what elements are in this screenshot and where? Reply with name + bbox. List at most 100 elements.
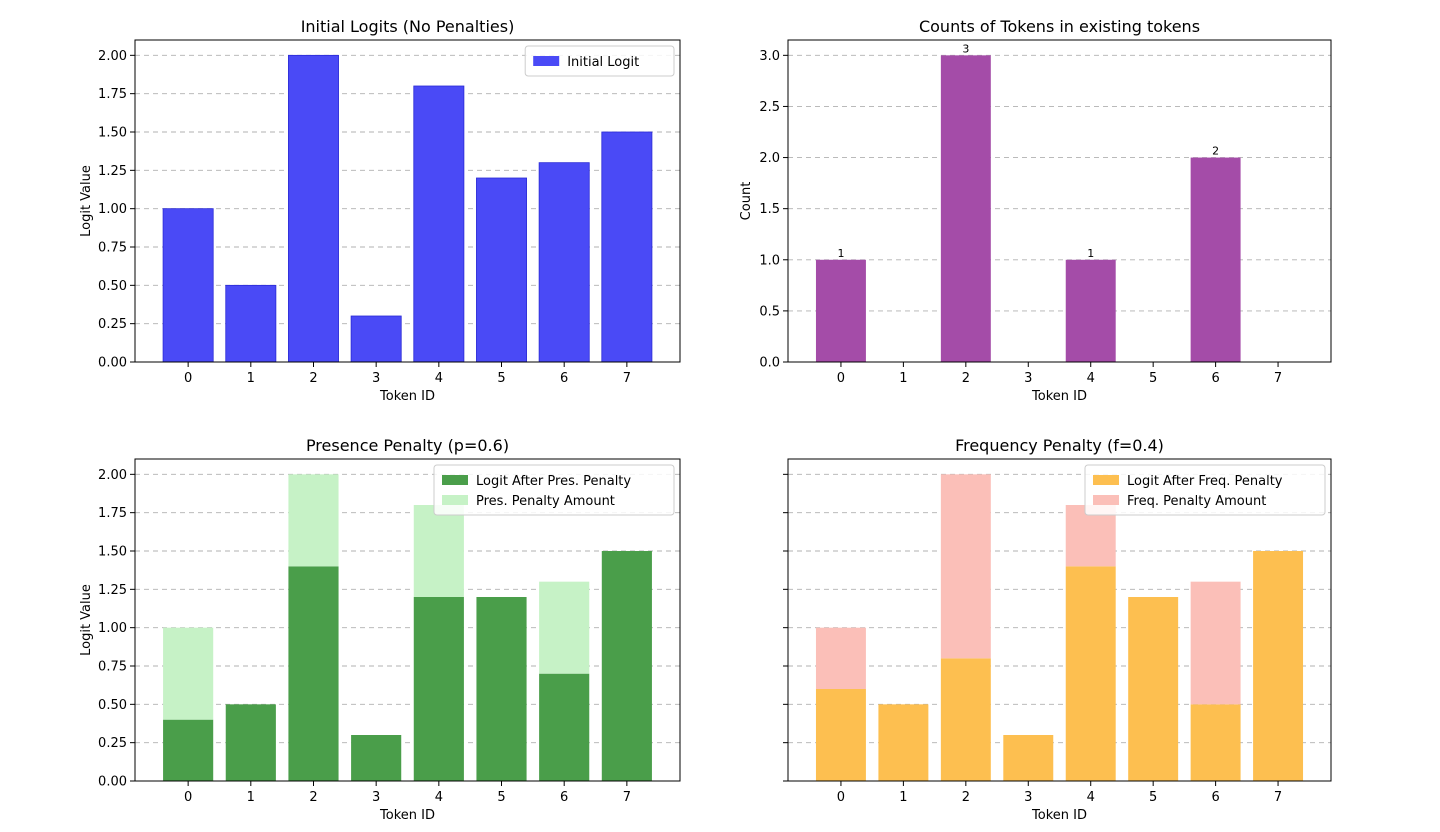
bar-series0-token-1 <box>225 704 276 781</box>
bar-series0-token-6 <box>1190 157 1241 362</box>
plot-frame <box>134 458 681 782</box>
x-axis-label: Token ID <box>379 389 435 404</box>
y-tick-label: 1.50 <box>98 126 127 141</box>
x-tick-label: 4 <box>1087 790 1095 805</box>
data-label: 3 <box>962 42 969 55</box>
y-tick-label: 0.25 <box>98 317 127 332</box>
y-tick-label: 2.5 <box>759 100 780 115</box>
y-tick-label: 0.50 <box>98 698 127 713</box>
legend-swatch <box>442 475 468 485</box>
y-tick-label: 2.00 <box>98 49 127 64</box>
bar-series0-token-3 <box>350 315 402 363</box>
bar-series0-token-4 <box>413 85 465 363</box>
x-axis-label: Token ID <box>379 808 435 823</box>
x-tick-label: 7 <box>623 371 631 386</box>
y-tick-label: 0.00 <box>98 356 127 371</box>
bar-series0-token-2 <box>940 55 991 362</box>
x-tick-label: 0 <box>837 790 845 805</box>
x-tick-label: 2 <box>309 371 317 386</box>
x-tick-label: 1 <box>247 790 255 805</box>
x-tick-label: 6 <box>560 371 568 386</box>
data-label: 1 <box>837 247 844 260</box>
bar-series0-token-7 <box>601 131 653 363</box>
chart-title: Presence Penalty (p=0.6) <box>306 436 509 455</box>
data-label: 2 <box>1212 145 1219 158</box>
legend-box <box>433 464 675 516</box>
bar-series1-token-2 <box>288 474 339 567</box>
x-tick-label: 5 <box>497 371 505 386</box>
legend: Logit After Freq. Penalty Freq. Penalty A… <box>1084 464 1326 516</box>
x-tick-label: 6 <box>560 790 568 805</box>
y-tick-label: 2.0 <box>759 151 780 166</box>
bar-series1-token-4 <box>413 505 464 597</box>
y-tick-label: 1.25 <box>98 583 127 598</box>
bar-series0-token-2 <box>940 658 991 781</box>
y-tick-label: 0.25 <box>98 736 127 751</box>
x-tick-label: 2 <box>962 790 970 805</box>
bar-series0-token-7 <box>1253 551 1304 781</box>
bar-series1-token-0 <box>815 627 866 689</box>
bar-series0-token-0 <box>162 208 214 363</box>
legend-swatch <box>1093 475 1119 485</box>
y-tick-label: 1.00 <box>98 202 127 217</box>
bar-series0-token-4 <box>413 597 464 781</box>
bar-series0-token-6 <box>538 162 590 363</box>
bar-series0-token-5 <box>476 177 527 363</box>
y-tick-label: 0.0 <box>759 356 780 371</box>
y-tick-label: 0.5 <box>759 304 780 319</box>
bar-series1-token-6 <box>1190 581 1241 705</box>
x-tick-label: 7 <box>1274 790 1282 805</box>
legend-entry: Initial Logit <box>567 55 639 70</box>
plot-frame <box>787 458 1332 782</box>
bar-series0-token-3 <box>1003 735 1054 781</box>
x-tick-label: 6 <box>1211 790 1219 805</box>
legend-swatch <box>442 495 468 505</box>
x-tick-label: 3 <box>372 371 380 386</box>
legend: Logit After Pres. Penalty Pres. Penalty A… <box>433 464 675 516</box>
x-tick-label: 3 <box>1024 371 1032 386</box>
legend-swatch <box>533 56 560 66</box>
bar-series0-token-5 <box>476 597 527 781</box>
bar-series0-token-0 <box>163 719 214 781</box>
y-tick-label: 0.00 <box>98 775 127 790</box>
y-tick-label: 0.75 <box>98 660 127 675</box>
plot-frame <box>134 39 681 363</box>
legend-box <box>1084 464 1326 516</box>
bar-series1-token-0 <box>163 627 214 720</box>
chart-title: Counts of Tokens in existing tokens <box>919 17 1200 36</box>
bar-series0-token-2 <box>288 566 339 781</box>
y-tick-label: 1.75 <box>98 87 127 102</box>
data-label: 1 <box>1087 247 1094 260</box>
bar-series0-token-6 <box>1190 704 1241 781</box>
legend-entry: Pres. Penalty Amount <box>476 494 615 509</box>
y-tick-label: 0.50 <box>98 279 127 294</box>
x-tick-label: 1 <box>247 371 255 386</box>
legend-box <box>524 45 675 77</box>
y-tick-label: 3.0 <box>759 49 780 64</box>
x-axis-label: Token ID <box>1031 389 1087 404</box>
x-tick-label: 1 <box>899 371 907 386</box>
y-tick-label: 1.25 <box>98 164 127 179</box>
x-tick-label: 7 <box>623 790 631 805</box>
x-tick-label: 4 <box>1087 371 1095 386</box>
bar-series1-token-6 <box>539 581 590 674</box>
legend-entry: Logit After Pres. Penalty <box>476 474 631 489</box>
x-axis-label: Token ID <box>1031 808 1087 823</box>
y-tick-label: 1.75 <box>98 506 127 521</box>
bar-series0-token-6 <box>539 673 590 781</box>
x-tick-label: 0 <box>837 371 845 386</box>
bar-series0-token-4 <box>1065 259 1116 362</box>
y-tick-label: 1.5 <box>759 202 780 217</box>
x-tick-label: 3 <box>372 790 380 805</box>
bar-series0-token-0 <box>815 689 866 781</box>
y-axis-label: Logit Value <box>79 165 94 237</box>
bar-series0-token-0 <box>815 259 866 362</box>
chart-panel-0: 0.00 0.25 0.50 0.75 1.00 1.25 1.50 1.75 2.00 0 1 2 3… <box>79 17 681 404</box>
bar-series1-token-2 <box>940 474 991 659</box>
x-tick-label: 2 <box>309 790 317 805</box>
y-axis-label: Logit Value <box>79 584 94 656</box>
legend: Initial Logit <box>524 45 675 77</box>
x-tick-label: 6 <box>1211 371 1219 386</box>
x-tick-label: 0 <box>184 371 192 386</box>
